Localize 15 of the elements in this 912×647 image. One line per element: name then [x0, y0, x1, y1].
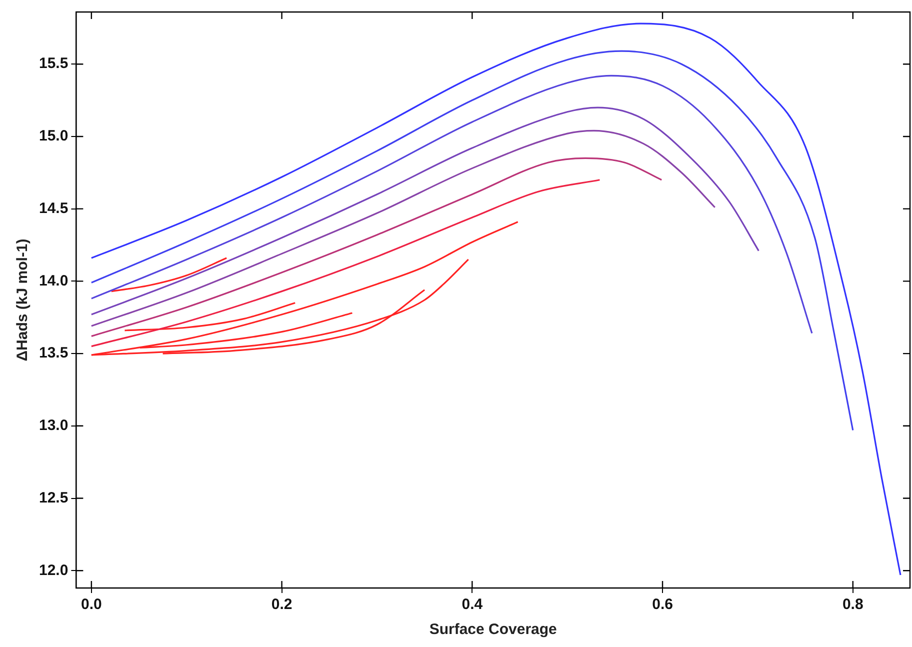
x-tick-label: 0.2: [271, 596, 292, 614]
y-tick-label: 12.0: [38, 562, 68, 579]
y-tick-label: 13.5: [38, 344, 68, 362]
y-axis-title: ΔHads (kJ mol-1): [14, 238, 32, 362]
y-tick-label: 14.0: [38, 272, 68, 290]
y-tick-label: 12.5: [38, 489, 68, 506]
y-tick-label: 15.0: [38, 128, 68, 145]
x-axis-title: Surface Coverage: [429, 621, 557, 638]
x-tick-label: 0.6: [652, 596, 673, 614]
y-tick-label: 14.5: [38, 200, 68, 217]
x-tick-label: 0.4: [462, 596, 484, 614]
x-tick-label: 0.0: [80, 596, 102, 614]
y-tick-label: 13.0: [38, 417, 68, 434]
x-tick-label: 0.8: [842, 596, 864, 614]
y-tick-label: 15.5: [38, 55, 68, 72]
